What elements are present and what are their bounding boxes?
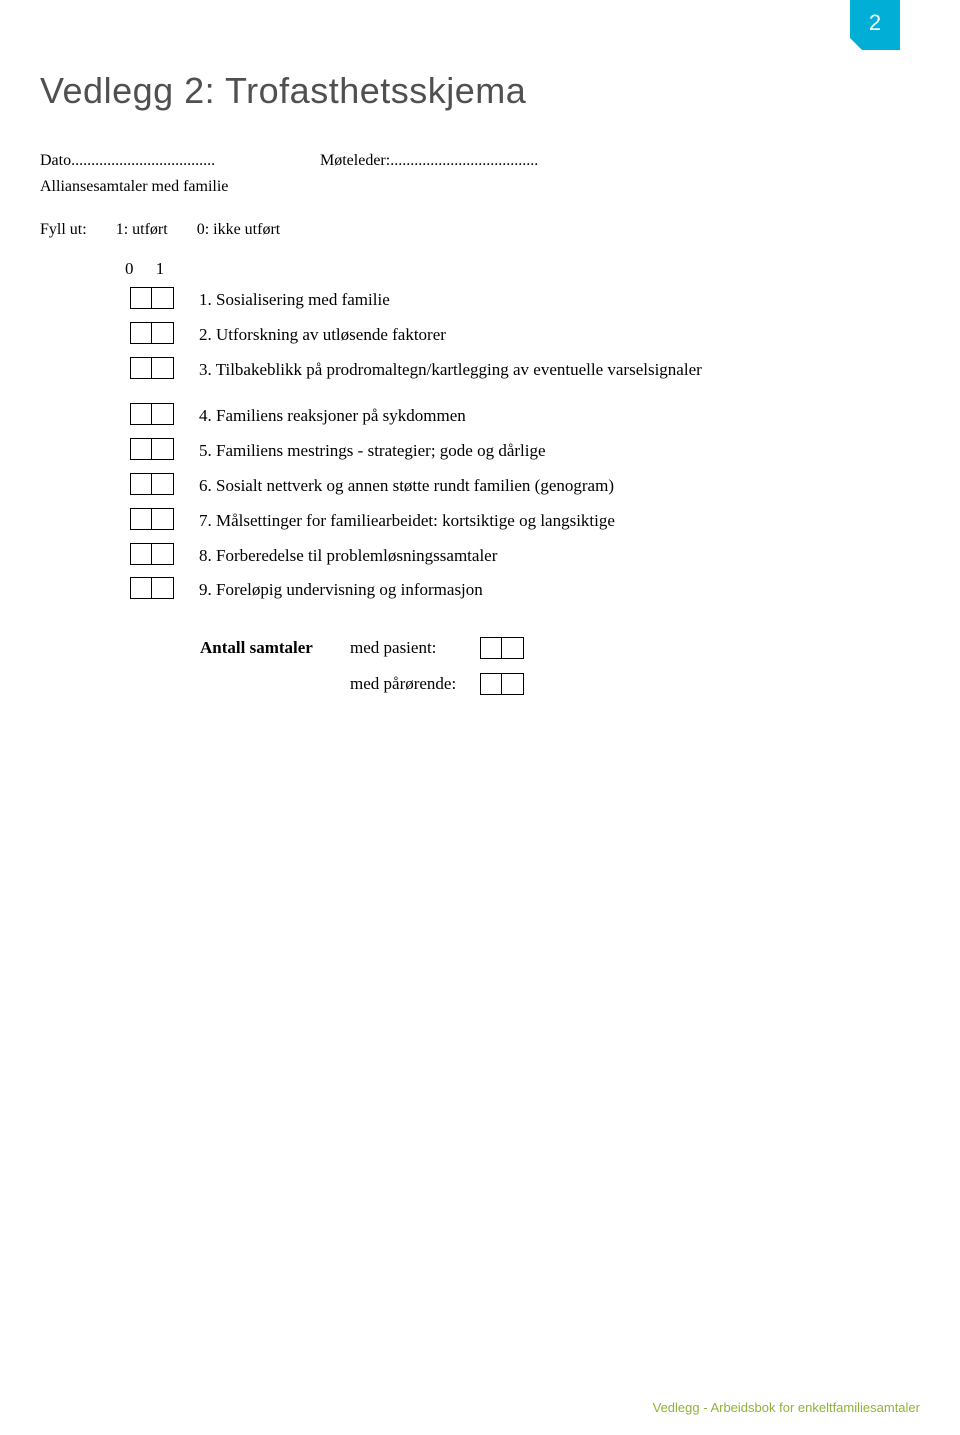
checkbox[interactable]: [480, 673, 502, 695]
col-header-1: 1: [156, 259, 165, 278]
checkbox-1[interactable]: [152, 322, 174, 344]
checklist-item: 3. Tilbakeblikk på prodromaltegn/kartleg…: [130, 357, 920, 382]
checkbox-1[interactable]: [152, 357, 174, 379]
checklist-item: 7. Målsettinger for familiearbeidet: kor…: [130, 508, 920, 533]
checkbox[interactable]: [502, 637, 524, 659]
checklist-item: 1. Sosialisering med familie: [130, 287, 920, 312]
page-footer: Vedlegg - Arbeidsbok for enkeltfamiliesa…: [653, 1400, 920, 1415]
checkbox-1[interactable]: [152, 473, 174, 495]
checklist-item-text: 2. Utforskning av utløsende faktorer: [199, 322, 446, 347]
checklist-item: 9. Foreløpig undervisning og informasjon: [130, 577, 920, 602]
summary-label: Antall samtaler: [200, 638, 350, 658]
summary-row-pasient: Antall samtaler med pasient:: [200, 637, 920, 659]
checkbox-0[interactable]: [130, 473, 152, 495]
checklist-item-text: 3. Tilbakeblikk på prodromaltegn/kartleg…: [199, 357, 702, 382]
checkbox[interactable]: [502, 673, 524, 695]
fyll-ut-label: Fyll ut:: [40, 221, 87, 238]
checklist-item-text: 9. Foreløpig undervisning og informasjon: [199, 577, 483, 602]
page-number: 2: [869, 10, 881, 35]
summary-parorende-boxes[interactable]: [480, 673, 524, 695]
checkbox-pair[interactable]: [130, 438, 174, 460]
checklist-item-text: 4. Familiens reaksjoner på sykdommen: [199, 403, 466, 428]
fyll-ut-opt1: 1: utført: [116, 221, 168, 238]
checkbox-0[interactable]: [130, 357, 152, 379]
checkbox-pair[interactable]: [130, 357, 174, 379]
checklist-item: 2. Utforskning av utløsende faktorer: [130, 322, 920, 347]
checkbox-pair[interactable]: [130, 543, 174, 565]
checkbox-pair[interactable]: [130, 508, 174, 530]
checklist-item-text: 6. Sosialt nettverk og annen støtte rund…: [199, 473, 614, 498]
checkbox-0[interactable]: [130, 403, 152, 425]
checklist-item: 4. Familiens reaksjoner på sykdommen: [130, 403, 920, 428]
checkbox-1[interactable]: [152, 543, 174, 565]
checklist: 0 1 1. Sosialisering med familie2. Utfor…: [130, 259, 920, 602]
summary-pasient-label: med pasient:: [350, 638, 480, 658]
summary-pasient-boxes[interactable]: [480, 637, 524, 659]
checkbox-1[interactable]: [152, 438, 174, 460]
checkbox-0[interactable]: [130, 543, 152, 565]
checkbox-1[interactable]: [152, 287, 174, 309]
dato-field[interactable]: Dato....................................: [40, 152, 320, 170]
checklist-item: 5. Familiens mestrings - strategier; god…: [130, 438, 920, 463]
checkbox-0[interactable]: [130, 577, 152, 599]
page-number-tab: 2: [850, 0, 900, 50]
checkbox-0[interactable]: [130, 322, 152, 344]
checkbox-pair[interactable]: [130, 473, 174, 495]
checklist-item-text: 5. Familiens mestrings - strategier; god…: [199, 438, 546, 463]
checklist-item-text: 1. Sosialisering med familie: [199, 287, 390, 312]
checkbox-0[interactable]: [130, 508, 152, 530]
fyll-ut-instructions: Fyll ut: 1: utført 0: ikke utført: [40, 221, 920, 239]
checkbox[interactable]: [480, 637, 502, 659]
col-header-0: 0: [125, 259, 134, 278]
checkbox-pair[interactable]: [130, 403, 174, 425]
checkbox-pair[interactable]: [130, 287, 174, 309]
summary-section: Antall samtaler med pasient: med pårøren…: [200, 637, 920, 695]
checklist-item-text: 8. Forberedelse til problemløsningssamta…: [199, 543, 497, 568]
checklist-item: 6. Sosialt nettverk og annen støtte rund…: [130, 473, 920, 498]
page-title: Vedlegg 2: Trofasthetsskjema: [40, 70, 920, 112]
checkbox-1[interactable]: [152, 577, 174, 599]
checkbox-0[interactable]: [130, 287, 152, 309]
moteleder-field[interactable]: Møteleder:..............................…: [320, 152, 600, 170]
summary-parorende-label: med pårørende:: [350, 674, 480, 694]
checklist-item: 8. Forberedelse til problemløsningssamta…: [130, 543, 920, 568]
header-fields-row: Dato....................................…: [40, 152, 920, 170]
fyll-ut-opt0: 0: ikke utført: [197, 221, 281, 238]
page-content: Vedlegg 2: Trofasthetsskjema Dato.......…: [0, 0, 960, 695]
column-headers: 0 1: [125, 259, 920, 279]
checkbox-0[interactable]: [130, 438, 152, 460]
checkbox-1[interactable]: [152, 508, 174, 530]
summary-row-parorende: med pårørende:: [200, 673, 920, 695]
subheading: Alliansesamtaler med familie: [40, 178, 920, 196]
checkbox-1[interactable]: [152, 403, 174, 425]
checkbox-pair[interactable]: [130, 577, 174, 599]
checkbox-pair[interactable]: [130, 322, 174, 344]
checklist-item-text: 7. Målsettinger for familiearbeidet: kor…: [199, 508, 615, 533]
